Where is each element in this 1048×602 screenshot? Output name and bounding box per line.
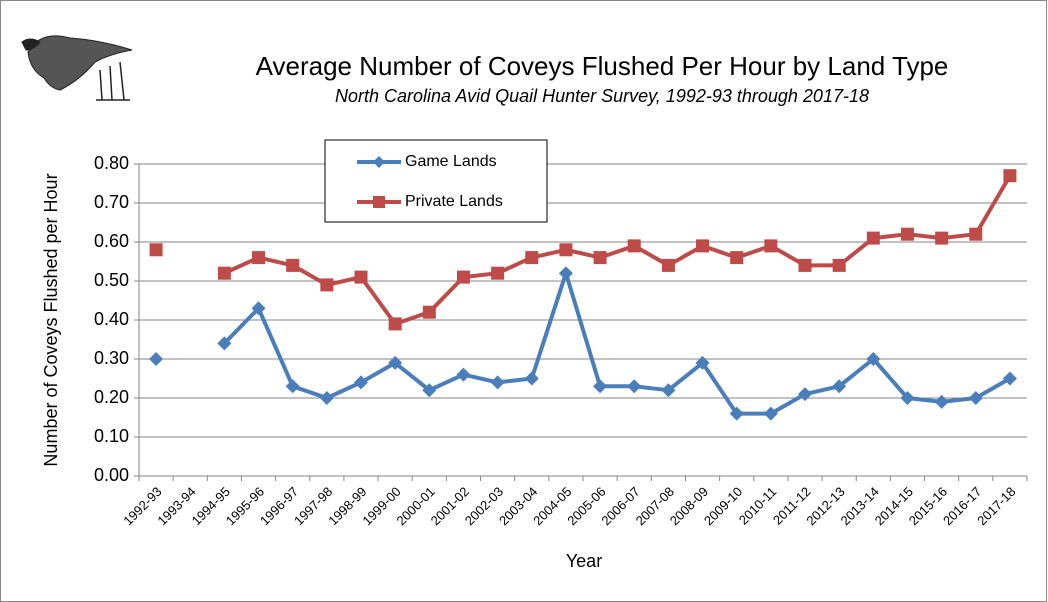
point [935,232,948,245]
point [730,251,743,264]
point [491,267,504,280]
y-tick-label: 0.40 [94,309,129,329]
y-tick-label: 0.10 [94,426,129,446]
point [1003,169,1016,182]
y-tick-label: 0.80 [94,153,129,173]
y-tick-label: 0.30 [94,348,129,368]
legend-label: Game Lands [405,153,497,170]
point [559,243,572,256]
point [355,271,368,284]
point [457,271,470,284]
y-axis-label: Number of Coveys Flushed per Hour [41,173,61,466]
point [218,267,231,280]
point [696,239,709,252]
point [799,259,812,272]
point [252,251,265,264]
point [389,317,402,330]
point [867,232,880,245]
point [969,228,982,241]
y-tick-label: 0.20 [94,387,129,407]
legend-marker [373,196,385,208]
y-tick-label: 0.50 [94,270,129,290]
y-tick-label: 0.60 [94,231,129,251]
point [423,306,436,319]
chart-subtitle: North Carolina Avid Quail Hunter Survey,… [335,86,869,106]
x-axis-label: Year [566,551,602,571]
point [286,259,299,272]
point [901,228,914,241]
legend-label: Private Lands [405,193,503,210]
point [594,251,607,264]
point [525,251,538,264]
point [150,243,163,256]
chart: Average Number of Coveys Flushed Per Hou… [0,0,1048,602]
chart-title: Average Number of Coveys Flushed Per Hou… [256,51,949,81]
y-tick-label: 0.00 [94,465,129,485]
point [320,278,333,291]
point [662,259,675,272]
point [764,239,777,252]
point [628,239,641,252]
point [833,259,846,272]
y-tick-label: 0.70 [94,192,129,212]
